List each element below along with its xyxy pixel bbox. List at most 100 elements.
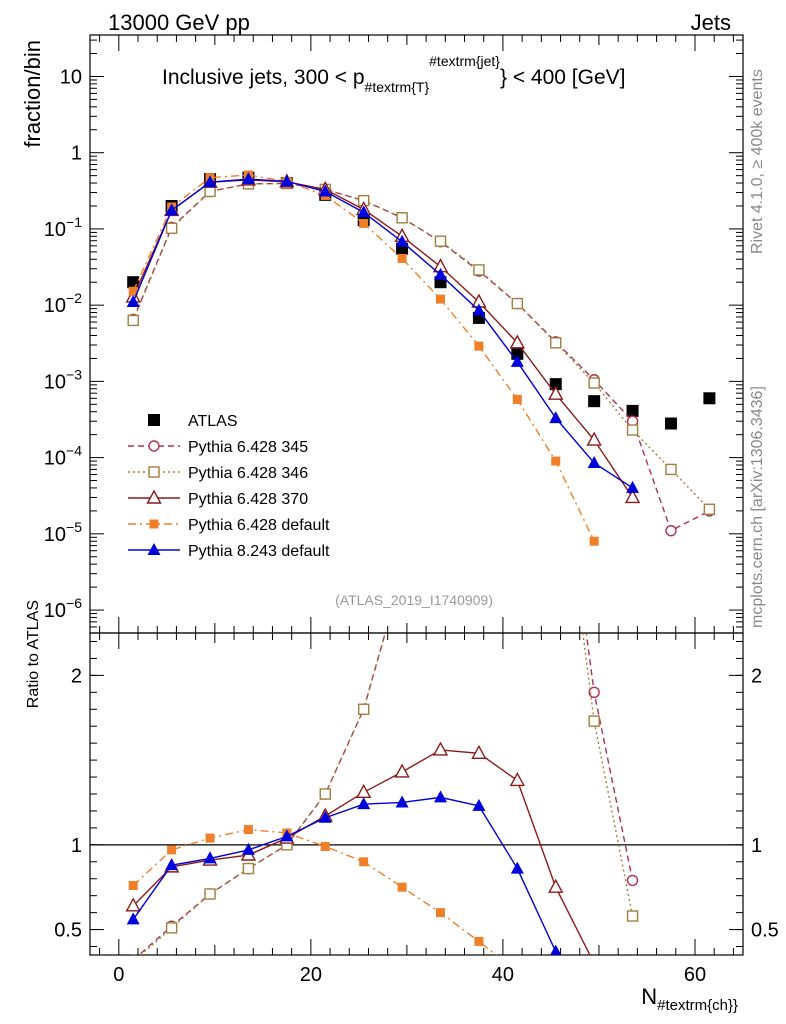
ratio-point-pythia-6-428-345 [397, 569, 407, 579]
ratio-series-pythia-8-243-default [126, 790, 562, 955]
legend-label: Pythia 6.428 370 [188, 491, 308, 508]
ratio-point-pythia-8-243-default [357, 797, 371, 810]
x-axis-title-sub: #textrm{ch}} [657, 997, 738, 1014]
legend-label: Pythia 6.428 default [188, 517, 330, 534]
legend-label: ATLAS [188, 413, 238, 430]
data-point-pythia-8-243-default [434, 267, 448, 280]
ratio-point-pythia-8-243-default [241, 842, 255, 855]
data-point-pythia-8-243-default [587, 455, 601, 468]
data-point-pythia-6-428-345 [665, 524, 677, 537]
ratio-point-pythia-6-428-346 [165, 922, 178, 934]
ratio-point-pythia-6-428-default [359, 857, 369, 867]
ratio-point-pythia-8-243-default [165, 858, 179, 871]
y-tick-label-ratio-right: 0.5 [751, 920, 779, 942]
legend-entry-pythia-6-428-346: Pythia 6.428 346 [128, 465, 308, 482]
data-point-pythia-6-428-default [436, 294, 446, 304]
ratio-point-pythia-6-428-370 [588, 956, 601, 968]
legend-marker [148, 466, 160, 478]
ratio-point-pythia-6-428-345 [130, 954, 136, 955]
x-axis-title-base: N [641, 984, 657, 1009]
y-tick-label-ratio: 1 [71, 835, 82, 857]
header-left: 13000 GeV pp [108, 10, 250, 35]
ratio-point-pythia-8-243-default [472, 798, 486, 811]
ratio-point-pythia-6-428-346 [626, 910, 639, 922]
ratio-point-pythia-6-428-345 [436, 433, 446, 443]
x-tick-label: 20 [300, 964, 322, 986]
legend-marker [148, 440, 160, 452]
data-point-pythia-6-428-370 [548, 385, 564, 400]
data-point-atlas [588, 395, 601, 408]
data-point-pythia-8-243-default [357, 205, 371, 218]
legend-label: Pythia 8.243 default [188, 543, 330, 560]
main-title-superscript: #textrm{jet} [429, 53, 500, 69]
series-atlas [127, 171, 716, 430]
legend-entry-pythia-6-428-default: Pythia 6.428 default [128, 517, 330, 534]
y-tick-label-main: 10−6 [44, 595, 82, 622]
data-point-pythia-6-428-346 [204, 185, 216, 198]
data-point-pythia-6-428-default [128, 286, 138, 296]
ratio-point-pythia-6-428-345 [588, 686, 600, 699]
legend-marker [148, 414, 160, 426]
ratio-point-pythia-6-428-default [513, 967, 522, 976]
series-line-pythia-6-428-345 [132, 182, 710, 532]
ratio-point-pythia-6-428-370 [432, 741, 449, 756]
side-text-mcplots: mcplots.cern.ch [arXiv:1306.3436] [749, 386, 766, 628]
ratio-point-pythia-6-428-default [205, 833, 215, 843]
data-point-pythia-8-243-default [549, 411, 563, 424]
data-point-atlas [703, 392, 716, 405]
x-tick-label: 60 [684, 964, 706, 986]
main-title-prefix: Inclusive jets, 300 < p [162, 66, 365, 89]
legend-label: Pythia 6.428 346 [188, 465, 308, 482]
legend-marker [149, 519, 159, 529]
ratio-point-pythia-6-428-370 [394, 763, 410, 778]
x-tick-label: 0 [113, 964, 124, 986]
data-point-pythia-6-428-default [589, 536, 599, 546]
data-point-pythia-6-428-370 [509, 334, 526, 349]
data-point-pythia-6-428-default [397, 253, 407, 263]
data-point-pythia-6-428-346 [473, 264, 485, 276]
data-point-pythia-6-428-346 [588, 377, 600, 389]
ratio-point-pythia-8-243-default [318, 810, 332, 823]
series-line-pythia-8-243-default [132, 178, 633, 489]
ratio-point-pythia-6-428-default [128, 881, 138, 891]
y-tick-label-ratio: 0.5 [54, 920, 82, 942]
main-panel: 10 1 10−1 10−2 10−3 10−4 10−5 10−6 [44, 34, 744, 955]
ratio-point-pythia-6-428-346 [436, 433, 446, 443]
ratio-panel: 0 20 40 60 0.5 0.5 1 1 2 2 [54, 230, 779, 986]
data-point-pythia-6-428-346 [434, 235, 447, 247]
ratio-point-pythia-6-428-346 [512, 230, 522, 240]
series-line-pythia-6-428-346 [132, 182, 710, 510]
y-axis-title-ratio: Ratio to ATLAS [25, 600, 42, 708]
data-point-atlas [127, 276, 140, 289]
y-axis-title-main: fraction/bin [20, 40, 45, 148]
series-pythia-6-428-346 [127, 177, 716, 515]
data-point-atlas [549, 378, 562, 391]
ratio-point-pythia-8-243-default [126, 912, 140, 925]
data-point-pythia-6-428-default [474, 341, 484, 351]
ratio-point-pythia-6-428-default [397, 882, 407, 892]
legend-label: Pythia 6.428 345 [188, 439, 308, 456]
header-right: Jets [691, 10, 731, 35]
y-tick-label-main: 10−3 [44, 366, 82, 393]
x-tick-label: 40 [492, 964, 514, 986]
legend-entry-pythia-6-428-370: Pythia 6.428 370 [128, 489, 308, 508]
ratio-point-pythia-6-428-345 [551, 399, 561, 409]
legend-entry-pythia-6-428-345: Pythia 6.428 345 [128, 439, 308, 456]
series-pythia-8-243-default [126, 172, 640, 493]
data-point-pythia-8-243-default [165, 203, 179, 216]
y-tick-label-main: 10−1 [44, 214, 82, 241]
x-axis-title: N#textrm{ch}} [641, 984, 738, 1014]
ratio-point-pythia-6-428-346 [397, 569, 407, 579]
ratio-point-pythia-6-428-370 [471, 744, 487, 760]
main-title: Inclusive jets, 300 < p#textrm{T} #textrm… [162, 53, 625, 95]
data-point-pythia-8-243-default [510, 354, 524, 367]
legend-marker [146, 489, 162, 504]
ratio-point-pythia-8-243-default [395, 795, 409, 808]
data-point-pythia-6-428-default [359, 218, 369, 228]
data-point-atlas [626, 404, 639, 417]
y-tick-label-ratio-right: 2 [751, 665, 762, 687]
ratio-point-pythia-6-428-370 [509, 771, 526, 787]
ratio-point-pythia-6-428-345 [626, 874, 639, 887]
main-title-suffix: } < 400 [GeV] [500, 66, 626, 89]
